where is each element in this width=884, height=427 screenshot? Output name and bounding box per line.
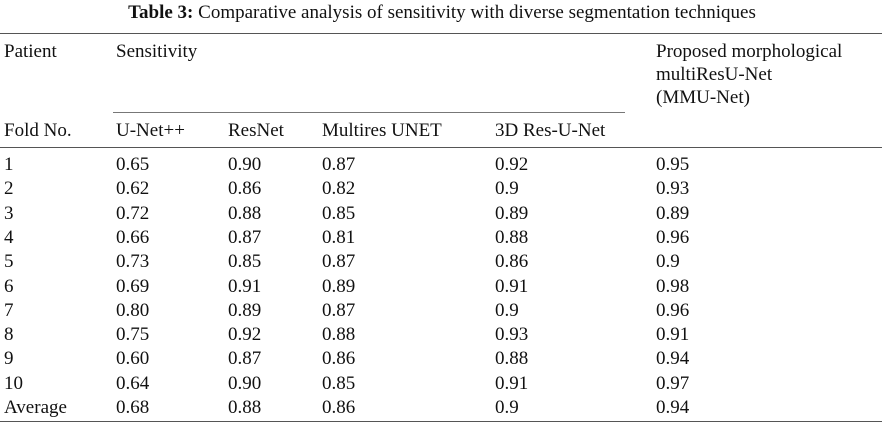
table-cell-unetpp: 0.62 <box>116 178 150 200</box>
header-proposed-line-1: Proposed morphological <box>656 41 843 62</box>
table-cell-unetpp: 0.72 <box>116 202 150 224</box>
table-cell-multires-unet: 0.86 <box>322 397 356 418</box>
table-cell-mmu-net: 0.95 <box>656 154 690 175</box>
table-cell-unetpp: 0.65 <box>116 154 150 175</box>
caption-label: Table 3: <box>128 2 194 23</box>
header-method-multires-unet: Multires UNET <box>322 120 442 141</box>
table-cell-fold-no: 10 <box>4 372 23 394</box>
table-cell-unetpp: 0.80 <box>116 299 150 321</box>
table-cell-multires-unet: 0.85 <box>322 372 356 394</box>
header-sensitivity: Sensitivity <box>116 41 198 62</box>
table-cell-fold-no: 8 <box>4 324 14 346</box>
table-cell-multires-unet: 0.88 <box>322 324 356 346</box>
table-cell-multires-unet: 0.85 <box>322 202 356 224</box>
caption-text: Comparative analysis of sensitivity with… <box>198 2 756 23</box>
table-caption: Table 3: Comparative analysis of sensiti… <box>0 1 884 25</box>
header-method-unetpp: U-Net++ <box>116 120 185 141</box>
table-cell-multires-unet: 0.87 <box>322 251 356 273</box>
table-cell-resnet: 0.92 <box>228 324 262 346</box>
header-proposed-method: Proposed morphological multiResU-Net (MM… <box>656 40 842 109</box>
top-rule <box>0 33 882 34</box>
table-cell-mmu-net: 0.96 <box>656 226 690 248</box>
table-cell-resnet: 0.90 <box>228 154 262 175</box>
table-cell-3d-res-unet: 0.88 <box>495 348 529 370</box>
table-cell-unetpp: 0.66 <box>116 226 150 248</box>
table-cell-fold-no: 7 <box>4 299 14 321</box>
table-cell-multires-unet: 0.87 <box>322 154 356 175</box>
header-fold-no: Fold No. <box>4 120 72 141</box>
table-cell-multires-unet: 0.87 <box>322 299 356 321</box>
table-cell-3d-res-unet: 0.91 <box>495 372 529 394</box>
table-cell-unetpp: 0.75 <box>116 324 150 346</box>
table-cell-3d-res-unet: 0.9 <box>495 178 519 200</box>
table-cell-fold-no: 9 <box>4 348 14 370</box>
sensitivity-subrule <box>113 112 625 113</box>
header-rule <box>0 147 882 148</box>
table-cell-unetpp: 0.69 <box>116 275 150 297</box>
table-cell-mmu-net: 0.97 <box>656 372 690 394</box>
table-cell-unetpp: 0.60 <box>116 348 150 370</box>
table-cell-mmu-net: 0.96 <box>656 299 690 321</box>
table-cell-3d-res-unet: 0.9 <box>495 397 519 418</box>
table-cell-mmu-net: 0.94 <box>656 348 690 370</box>
table-cell-3d-res-unet: 0.89 <box>495 202 529 224</box>
table-cell-fold-no: Average <box>4 397 67 418</box>
header-proposed-line-3: (MMU-Net) <box>656 87 750 108</box>
table-cell-fold-no: 5 <box>4 251 14 273</box>
header-method-resnet: ResNet <box>228 120 284 141</box>
table-cell-fold-no: 6 <box>4 275 14 297</box>
table-cell-resnet: 0.88 <box>228 202 262 224</box>
table-cell-3d-res-unet: 0.91 <box>495 275 529 297</box>
table-cell-resnet: 0.86 <box>228 178 262 200</box>
table-cell-resnet: 0.88 <box>228 397 262 418</box>
table-cell-3d-res-unet: 0.93 <box>495 324 529 346</box>
table-cell-resnet: 0.91 <box>228 275 262 297</box>
header-method-3d-res-unet: 3D Res-U-Net <box>495 120 606 141</box>
table-cell-mmu-net: 0.91 <box>656 324 690 346</box>
table-cell-3d-res-unet: 0.86 <box>495 251 529 273</box>
bottom-rule <box>0 421 882 422</box>
table-cell-resnet: 0.87 <box>228 348 262 370</box>
table-cell-multires-unet: 0.89 <box>322 275 356 297</box>
table-cell-unetpp: 0.64 <box>116 372 150 394</box>
table-cell-fold-no: 3 <box>4 202 14 224</box>
table-cell-mmu-net: 0.9 <box>656 251 680 273</box>
table-cell-unetpp: 0.73 <box>116 251 150 273</box>
header-patient: Patient <box>4 41 57 62</box>
table-cell-mmu-net: 0.89 <box>656 202 690 224</box>
table-cell-mmu-net: 0.93 <box>656 178 690 200</box>
table-cell-mmu-net: 0.94 <box>656 397 690 418</box>
table-cell-fold-no: 4 <box>4 226 14 248</box>
table-cell-resnet: 0.90 <box>228 372 262 394</box>
table-cell-multires-unet: 0.81 <box>322 226 356 248</box>
table-cell-resnet: 0.85 <box>228 251 262 273</box>
table-cell-fold-no: 1 <box>4 154 14 175</box>
table-cell-fold-no: 2 <box>4 178 14 200</box>
table-cell-unetpp: 0.68 <box>116 397 150 418</box>
table-cell-resnet: 0.87 <box>228 226 262 248</box>
table-cell-mmu-net: 0.98 <box>656 275 690 297</box>
table-cell-multires-unet: 0.86 <box>322 348 356 370</box>
table-cell-3d-res-unet: 0.9 <box>495 299 519 321</box>
header-proposed-line-2: multiResU-Net <box>656 64 773 85</box>
table-cell-3d-res-unet: 0.92 <box>495 154 529 175</box>
table-cell-multires-unet: 0.82 <box>322 178 356 200</box>
table-cell-3d-res-unet: 0.88 <box>495 226 529 248</box>
table-cell-resnet: 0.89 <box>228 299 262 321</box>
